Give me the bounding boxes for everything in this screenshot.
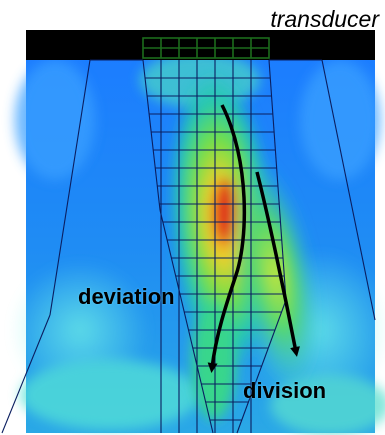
grid-outer-left — [1, 314, 51, 434]
division-arrow — [255, 171, 300, 357]
transducer-probe-icon — [142, 37, 270, 59]
grid-outer-left — [49, 59, 91, 316]
grid-border-right — [268, 59, 287, 301]
division-label: division — [243, 378, 327, 403]
deviation-arrow — [207, 104, 247, 373]
simulation-grid — [1, 59, 376, 434]
deviation-label: deviation — [78, 284, 175, 309]
transducer-bar — [26, 30, 375, 60]
grid-border-left — [159, 209, 214, 434]
transducer-label: transducer — [270, 6, 379, 32]
grid-border-left — [142, 59, 161, 211]
grid-outer-right — [321, 59, 376, 321]
